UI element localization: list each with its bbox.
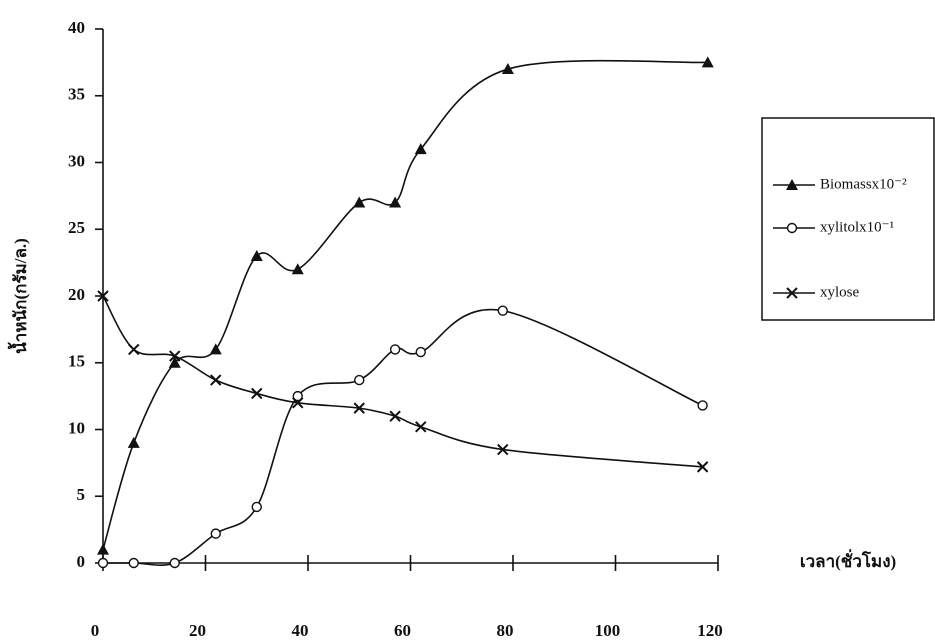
cross-marker <box>252 388 262 398</box>
x-tick-label: 40 <box>292 621 309 640</box>
series-line <box>103 309 703 565</box>
cross-marker <box>211 375 221 385</box>
circle-marker <box>355 376 364 385</box>
y-tick-label: 35 <box>68 85 85 104</box>
circle-marker <box>129 559 138 568</box>
y-tick-label: 20 <box>68 285 85 304</box>
circle-marker <box>391 345 400 354</box>
x-tick-label: 120 <box>697 621 723 640</box>
circle-marker <box>698 401 707 410</box>
y-tick-label: 40 <box>68 18 85 37</box>
y-tick-label: 10 <box>68 418 85 437</box>
x-tick-label: 0 <box>91 621 100 640</box>
x-tick-label: 100 <box>595 621 621 640</box>
cross-marker <box>416 422 426 432</box>
triangle-marker <box>251 250 263 261</box>
circle-marker <box>416 348 425 357</box>
x-axis-label: เวลา(ชั่วโมง) <box>800 549 896 571</box>
x-tick-label: 20 <box>189 621 206 640</box>
x-tick-label: 80 <box>497 621 514 640</box>
circle-marker <box>788 224 797 233</box>
y-tick-label: 25 <box>68 218 85 237</box>
series-line <box>103 61 708 550</box>
cross-marker <box>390 411 400 421</box>
triangle-marker <box>128 437 140 448</box>
triangle-marker <box>210 343 222 354</box>
legend-label: xylose <box>820 284 860 300</box>
y-tick-label: 5 <box>77 485 86 504</box>
circle-marker <box>170 559 179 568</box>
y-tick-label: 15 <box>68 352 85 371</box>
circle-marker <box>498 306 507 315</box>
triangle-marker <box>97 544 109 555</box>
x-tick-label: 60 <box>394 621 411 640</box>
triangle-marker <box>353 197 365 208</box>
circle-marker <box>99 559 108 568</box>
legend-label: xylitolx10⁻¹ <box>820 219 894 235</box>
chart: น้ำหนัก(กรัม/ล.) เวลา(ชั่วโมง) 0 5 10 15 20 2… <box>0 0 935 643</box>
cross-marker <box>129 344 139 354</box>
series-line <box>103 296 703 467</box>
y-tick-label: 0 <box>77 552 86 571</box>
triangle-marker <box>292 263 304 274</box>
y-tick-label: 30 <box>68 151 85 170</box>
circle-marker <box>211 529 220 538</box>
circle-marker <box>252 502 261 511</box>
y-axis-label: น้ำหนัก(กรัม/ล.) <box>7 238 30 354</box>
legend-label: Biomassx10⁻² <box>820 176 907 192</box>
